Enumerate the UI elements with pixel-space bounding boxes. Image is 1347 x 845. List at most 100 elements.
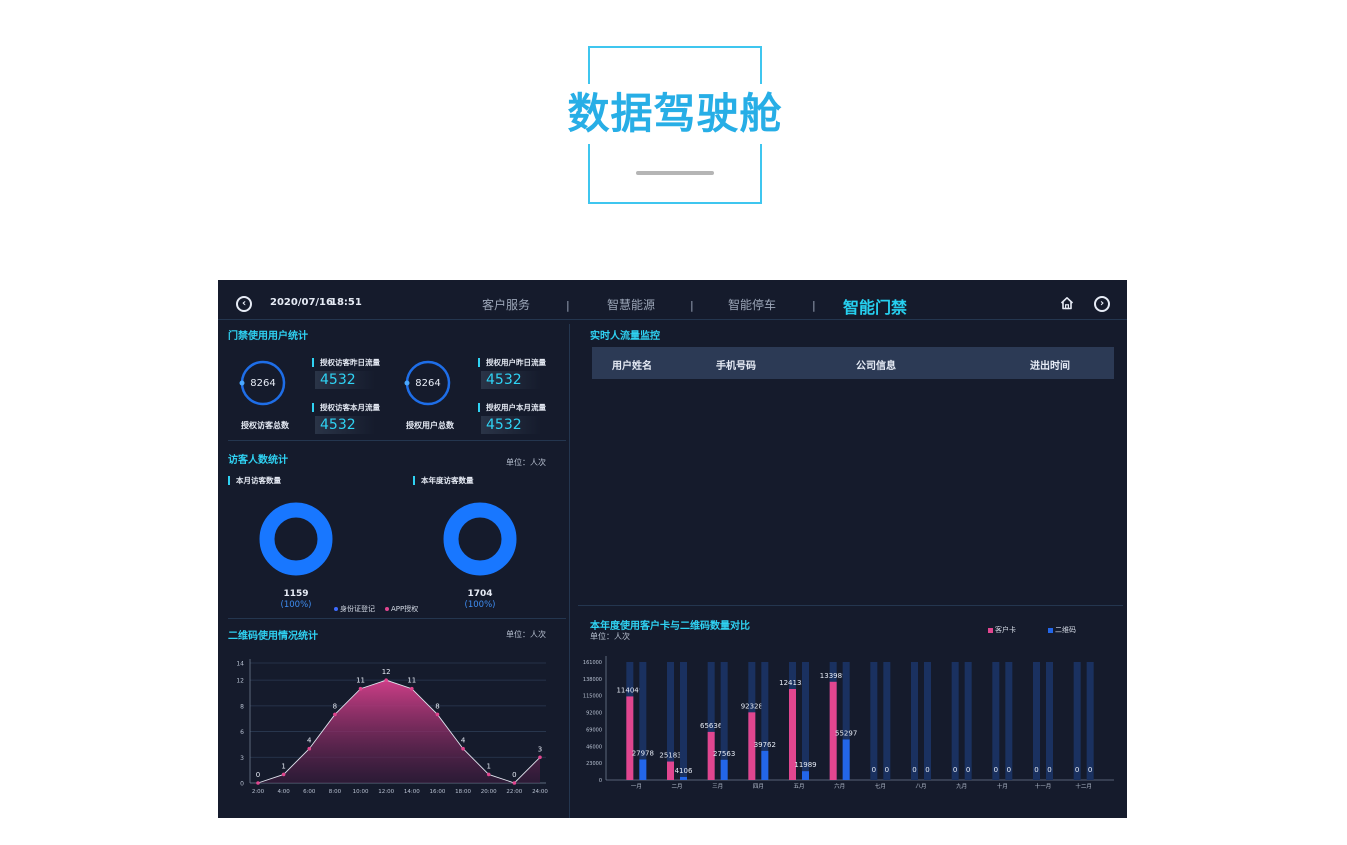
bar-track — [883, 662, 891, 780]
data-label: 0 — [1007, 766, 1011, 774]
bar-track — [1033, 662, 1040, 780]
bar-qr-code — [761, 750, 769, 780]
bar-track — [802, 662, 809, 780]
bar-qr-code — [842, 739, 850, 780]
data-label: 25183 — [659, 752, 681, 760]
data-point — [486, 772, 491, 777]
data-point — [538, 755, 542, 760]
x-tick-label: 二月 — [671, 783, 682, 790]
month-visitors-pct: (100%) — [280, 600, 312, 610]
legend-customer-card-label: 客户卡 — [995, 626, 1016, 634]
x-tick-label: 24:00 — [532, 789, 548, 795]
legend-qr-code-label: 二维码 — [1055, 626, 1076, 634]
bar-track — [1086, 662, 1094, 780]
area-line — [257, 679, 541, 784]
data-label: 0 — [994, 766, 998, 774]
column-divider — [569, 324, 570, 818]
data-label: 0 — [925, 766, 929, 774]
data-point — [281, 772, 286, 777]
bar-track — [707, 662, 715, 780]
data-label: 0 — [872, 766, 876, 774]
bar-qr-code — [639, 759, 647, 780]
bar-customer-card — [707, 731, 715, 780]
tab-customer-service[interactable]: 客户服务 — [482, 298, 531, 312]
x-tick-label: 三月 — [712, 783, 723, 790]
data-label: 92328 — [741, 702, 763, 710]
area-fill — [258, 680, 540, 783]
data-label: 65636 — [700, 722, 723, 730]
x-tick-label: 九月 — [956, 782, 967, 790]
realtime-table-header: 用户姓名 手机号码 公司信息 进出时间 — [592, 347, 1114, 379]
bar-track — [1046, 662, 1053, 780]
x-tick-label: 10:00 — [353, 789, 369, 795]
user-month-label: 授权用户本月流量 — [478, 403, 546, 412]
x-tick-label: 12:00 — [378, 789, 394, 795]
user-total-label: 授权用户总数 — [406, 421, 454, 430]
x-tick-label: 8:00 — [329, 789, 342, 795]
y-tick-label: 0 — [240, 781, 244, 788]
chevron-left-circle-icon[interactable]: ‹ — [236, 296, 252, 312]
chevron-right-circle-icon[interactable]: › — [1094, 296, 1110, 312]
y-tick-label: 0 — [599, 778, 602, 784]
bar-track — [951, 662, 959, 780]
y-tick-label: 69000 — [586, 727, 602, 733]
visitor-stats-unit: 单位：人次 — [506, 458, 546, 467]
data-label: 11 — [407, 677, 416, 685]
column-header-name[interactable]: 用户姓名 — [612, 361, 652, 372]
hero-title: 数据驾驶舱 — [548, 84, 802, 144]
bar-track — [924, 662, 931, 780]
year-visitors-pct: (100%) — [464, 600, 496, 610]
data-point — [410, 686, 414, 691]
y-tick-label: 6 — [240, 729, 244, 736]
section-divider — [578, 605, 1123, 606]
data-label: 55297 — [835, 729, 857, 737]
column-header-company[interactable]: 公司信息 — [856, 361, 896, 372]
bar-qr-code — [680, 776, 687, 780]
x-tick-label: 十二月 — [1075, 782, 1092, 790]
legend-qr-code: 二维码 — [1048, 625, 1076, 635]
data-label: 0 — [1088, 766, 1092, 774]
x-tick-label: 一月 — [631, 783, 642, 790]
x-tick-label: 6:00 — [303, 789, 316, 795]
bar-customer-card — [829, 681, 837, 780]
legend-customer-card: 客户卡 — [988, 625, 1016, 635]
card-compare-title: 本年度使用客户卡与二维码数量对比 — [590, 621, 750, 632]
nav-separator: | — [690, 299, 694, 312]
legend-dot — [385, 607, 389, 611]
legend-swatch — [988, 627, 993, 633]
realtime-title: 实时人流量监控 — [590, 331, 660, 342]
legend-app: APP授权 — [385, 604, 418, 614]
legend-dot — [334, 607, 338, 611]
legend-app-label: APP授权 — [391, 605, 419, 613]
column-header-time[interactable]: 进出时间 — [1030, 361, 1070, 372]
data-label: 124135 — [779, 679, 806, 687]
data-point — [461, 746, 465, 751]
x-tick-label: 20:00 — [481, 789, 497, 795]
data-point — [384, 678, 388, 682]
section-divider — [228, 618, 566, 619]
section-divider — [228, 440, 566, 441]
qr-stats-title: 二维码使用情况统计 — [228, 631, 318, 642]
tab-smart-energy[interactable]: 智慧能源 — [607, 298, 656, 312]
data-label: 11 — [356, 677, 365, 685]
qr-stats-unit: 单位：人次 — [506, 630, 546, 639]
home-icon[interactable] — [1060, 296, 1074, 310]
tab-smart-parking[interactable]: 智能停车 — [728, 298, 777, 312]
data-label: 0 — [1034, 766, 1038, 774]
visitor-month-label: 授权访客本月流量 — [312, 403, 380, 412]
user-yesterday-value: 4532 — [481, 371, 541, 389]
data-label: 133989 — [820, 672, 847, 680]
tab-smart-access[interactable]: 智能门禁 — [843, 298, 908, 317]
y-tick-label: 8 — [240, 703, 244, 710]
date-text: 2020/07/16 — [270, 297, 333, 308]
visitor-yesterday-value: 4532 — [315, 371, 375, 389]
data-label: 11989 — [794, 761, 816, 769]
data-label: 1 — [486, 762, 490, 770]
data-label: 0 — [953, 766, 957, 774]
y-tick-label: 138000 — [583, 677, 602, 683]
card-vs-qr-bar-chart: 0 23000 46000 69000 92000 115000 138000 161000 1… — [583, 656, 1114, 790]
column-header-phone[interactable]: 手机号码 — [716, 361, 756, 372]
x-tick-label: 18:00 — [455, 789, 471, 795]
data-label: 8 — [435, 702, 439, 710]
x-tick-label: 2:00 — [252, 789, 265, 795]
